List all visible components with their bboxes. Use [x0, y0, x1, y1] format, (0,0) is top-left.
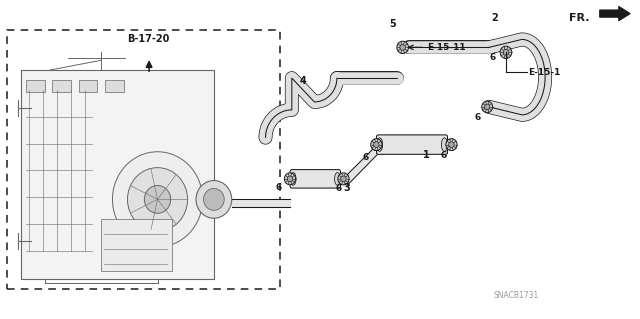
Text: 6: 6: [474, 113, 480, 122]
Text: 2: 2: [491, 12, 498, 23]
Bar: [105, 80, 124, 92]
FancyBboxPatch shape: [376, 135, 447, 154]
Ellipse shape: [442, 138, 447, 151]
Circle shape: [503, 49, 509, 55]
Circle shape: [449, 142, 454, 147]
Text: B-17-20: B-17-20: [127, 34, 170, 44]
Text: 6: 6: [362, 152, 369, 161]
Bar: [26, 80, 45, 92]
Text: E-15-11: E-15-11: [427, 43, 466, 52]
FancyArrowPatch shape: [600, 7, 630, 20]
Text: SNACB1731: SNACB1731: [493, 292, 539, 300]
Text: 6: 6: [276, 183, 282, 192]
Circle shape: [127, 168, 188, 231]
Text: 3: 3: [344, 183, 350, 193]
Circle shape: [196, 181, 232, 218]
Bar: [79, 80, 97, 92]
Bar: [21, 70, 214, 278]
FancyBboxPatch shape: [290, 170, 340, 188]
Bar: [101, 219, 172, 271]
Circle shape: [340, 176, 346, 182]
Circle shape: [482, 101, 493, 113]
Text: 1: 1: [423, 150, 430, 160]
Text: 6: 6: [489, 53, 495, 62]
Bar: [7, 31, 280, 288]
Circle shape: [400, 44, 405, 50]
Ellipse shape: [335, 173, 340, 185]
Circle shape: [284, 173, 296, 185]
Circle shape: [397, 41, 408, 54]
Ellipse shape: [376, 138, 383, 151]
Circle shape: [371, 139, 382, 151]
Circle shape: [484, 104, 490, 110]
Circle shape: [204, 189, 224, 210]
Circle shape: [287, 176, 292, 182]
Text: 5: 5: [390, 19, 396, 29]
Text: 4: 4: [300, 76, 306, 86]
Circle shape: [338, 173, 349, 185]
Circle shape: [500, 46, 512, 58]
Ellipse shape: [291, 173, 296, 185]
Circle shape: [145, 186, 171, 213]
Text: 6: 6: [335, 184, 341, 193]
Circle shape: [113, 152, 203, 247]
Text: 6: 6: [440, 151, 447, 160]
Circle shape: [446, 139, 457, 151]
Text: FR.: FR.: [569, 12, 589, 23]
Circle shape: [374, 142, 379, 147]
Bar: [52, 80, 71, 92]
Text: E-15-1: E-15-1: [529, 68, 561, 77]
